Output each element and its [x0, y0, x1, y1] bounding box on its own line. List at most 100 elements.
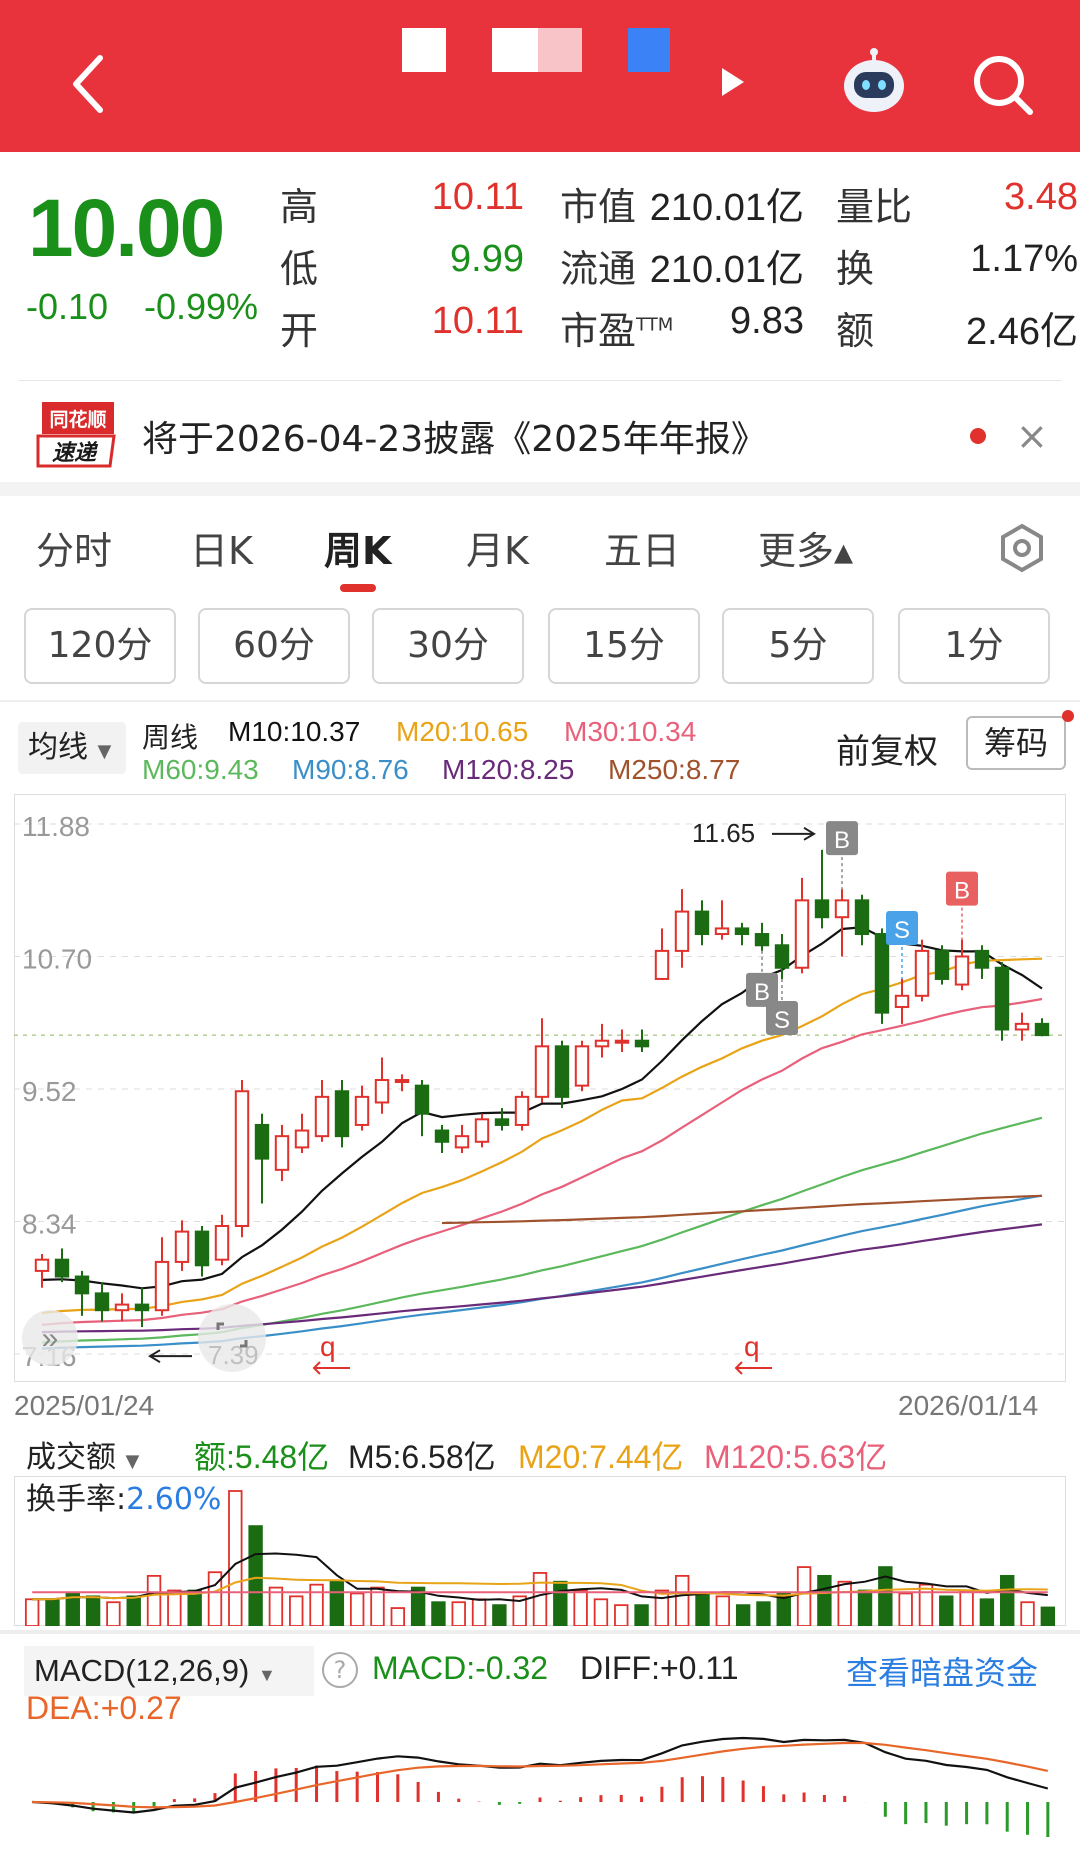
candle	[554, 1040, 570, 1109]
marker-badge	[766, 1000, 798, 1035]
turnover-rate-value: 2.60%	[126, 1482, 222, 1517]
price-change-pct: -0.99%	[144, 286, 259, 327]
tab-monthly-k[interactable]: 月K	[466, 529, 529, 573]
volume-bar	[451, 1601, 466, 1626]
candle-body	[434, 1129, 450, 1143]
volume-bar	[45, 1598, 60, 1626]
tab-30min[interactable]: 30分	[372, 608, 524, 684]
search-icon[interactable]	[970, 52, 1036, 118]
q-arrow-icon	[734, 1361, 772, 1375]
close-notice-button[interactable]: ×	[1016, 414, 1048, 458]
trade-marker-b[interactable]: B	[946, 871, 978, 940]
candle-body	[734, 927, 750, 936]
volume-m120: M120:5.63亿	[704, 1439, 888, 1475]
volume-bar	[735, 1604, 751, 1626]
chart-controls: » q q	[22, 1304, 772, 1375]
candle-body	[114, 1303, 130, 1312]
chip-distribution-button[interactable]: 筹码	[966, 716, 1066, 770]
trade-marker-s[interactable]: S	[766, 978, 798, 1035]
next-stock-icon[interactable]	[718, 62, 748, 102]
volume-ma-line	[32, 1552, 1048, 1603]
high-value: 10.11	[431, 176, 524, 218]
ai-assistant-icon[interactable]	[838, 46, 910, 118]
candle-body	[834, 899, 850, 919]
macd-chart[interactable]	[14, 1722, 1066, 1848]
tab-5min[interactable]: 5分	[722, 608, 874, 684]
unread-dot	[1062, 710, 1074, 722]
fullscreen-button-bg[interactable]	[198, 1304, 266, 1372]
candle-body	[894, 994, 910, 1009]
notice-text[interactable]: 将于2026-04-23披露《2025年年报》	[142, 419, 767, 460]
macd-dropdown[interactable]: MACD(12,26,9) ▼	[24, 1646, 314, 1696]
y-tick-label: 10.70	[22, 944, 92, 975]
candle-body	[814, 899, 830, 919]
marker-label: S	[894, 917, 910, 944]
vr-label: 量比	[836, 185, 913, 229]
collapse-button-bg[interactable]	[22, 1310, 78, 1366]
settings-gear-icon[interactable]	[996, 522, 1048, 574]
marker-badge	[886, 910, 918, 945]
dropdown-arrow-icon: ▼	[97, 741, 112, 762]
tab-15min[interactable]: 15分	[548, 608, 700, 684]
candle-body	[994, 966, 1010, 1031]
candle	[294, 1113, 310, 1154]
candle-body	[534, 1045, 550, 1098]
candle-body	[414, 1084, 430, 1115]
back-icon[interactable]	[60, 44, 120, 124]
volume-bar	[776, 1592, 791, 1626]
pe-label-text: 市盈	[560, 309, 637, 353]
low-label: 低	[280, 247, 319, 291]
adjust-mode-button[interactable]: 前复权	[836, 732, 938, 772]
tab-weekly-k[interactable]: 周K	[324, 529, 392, 573]
m10-label: M10:10.37	[228, 716, 361, 747]
volume-bar	[715, 1595, 731, 1626]
candle-body	[794, 899, 810, 969]
volume-dropdown[interactable]: 成交额 ▼	[26, 1432, 139, 1476]
candle-body	[854, 899, 870, 936]
view-dark-pool-link[interactable]: 查看暗盘资金	[846, 1654, 1039, 1692]
volume-bar	[1000, 1574, 1015, 1626]
divider	[0, 1630, 1080, 1634]
ma-dropdown[interactable]: 均线 ▼	[18, 722, 126, 774]
candle-body	[1034, 1022, 1050, 1037]
volume-chart[interactable]	[14, 1476, 1066, 1626]
trade-marker-b[interactable]: B	[826, 821, 858, 890]
tab-120min[interactable]: 120分	[24, 608, 176, 684]
candle	[74, 1270, 90, 1316]
tab-60min[interactable]: 60分	[198, 608, 350, 684]
macd-lines	[32, 1736, 1049, 1814]
open-label: 开	[280, 309, 319, 353]
unread-dot	[970, 428, 986, 444]
y-tick-label: 11.88	[22, 811, 90, 842]
tab-daily-k[interactable]: 日K	[190, 529, 253, 573]
tab-more[interactable]: 更多▴	[758, 529, 854, 573]
tab-1min[interactable]: 1分	[898, 608, 1050, 684]
candle	[834, 889, 850, 957]
turnover-value: 1.17%	[970, 238, 1078, 280]
candle-body	[134, 1303, 150, 1312]
tab-intraday[interactable]: 分时	[36, 529, 113, 573]
title-block	[402, 28, 446, 72]
double-chevron-icon[interactable]: »	[42, 1322, 59, 1355]
marker-label: B	[754, 979, 770, 1006]
volume-bars	[24, 1490, 1056, 1626]
trade-marker-s[interactable]: S	[886, 910, 918, 979]
candle	[314, 1080, 330, 1142]
candle	[614, 1029, 630, 1052]
candle-body	[1014, 1022, 1030, 1031]
candle-body	[154, 1260, 170, 1312]
fullscreen-icon[interactable]	[216, 1322, 248, 1348]
macd-line	[32, 1741, 1049, 1809]
candle-body	[954, 955, 970, 986]
trade-marker-b[interactable]: B	[746, 950, 778, 1007]
volume-bar	[918, 1583, 934, 1626]
turnover-label: 换	[836, 247, 875, 291]
title-block	[628, 28, 670, 72]
help-icon[interactable]: ?	[322, 1652, 358, 1688]
tab-five-day[interactable]: 五日	[604, 529, 681, 573]
volume-bar	[674, 1574, 690, 1626]
pe-value: 9.83	[730, 300, 804, 342]
candle	[594, 1023, 610, 1058]
candle	[34, 1254, 50, 1288]
